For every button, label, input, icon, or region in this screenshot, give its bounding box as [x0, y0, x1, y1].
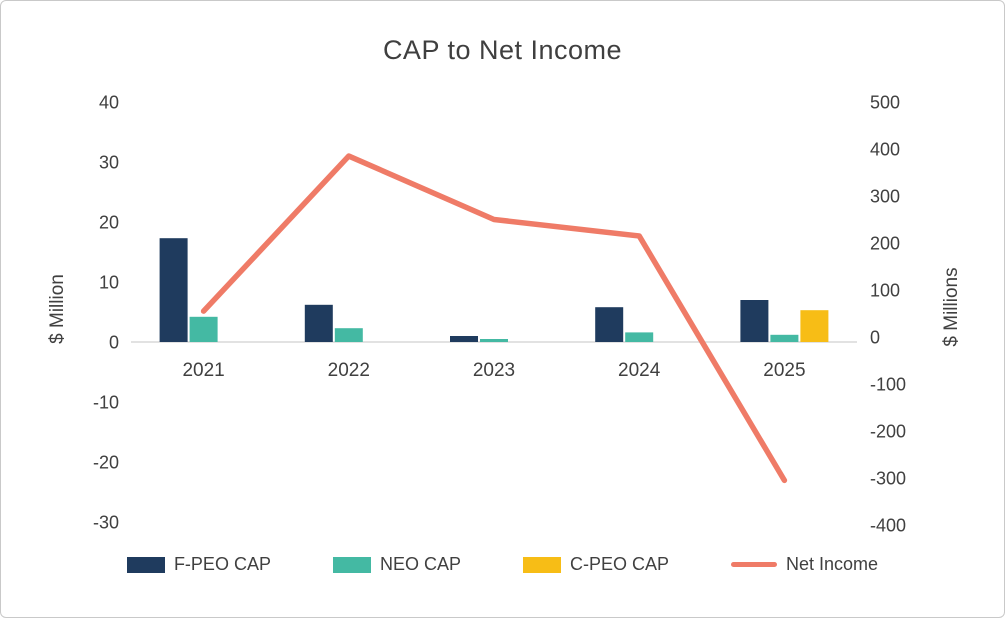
left-axis-tick-label: 20: [99, 212, 119, 232]
left-axis-tick-label: 30: [99, 152, 119, 172]
right-axis-tick-label: 500: [870, 92, 900, 112]
right-axis-tick-label: -400: [870, 515, 906, 535]
x-axis-category-label: 2023: [473, 360, 515, 381]
legend-item-net-income: Net Income: [731, 554, 878, 575]
cpeo-cap-swatch: [522, 556, 561, 573]
legend-item-neo-cap: NEO CAP: [332, 554, 461, 575]
bar-neo-cap: [189, 316, 218, 342]
right-axis-tick-label: 200: [870, 233, 900, 253]
x-axis-category-label: 2024: [618, 360, 661, 381]
right-axis-tick-label: 0: [870, 327, 880, 347]
right-axis-tick-label: 300: [870, 186, 900, 206]
chart-title: CAP to Net Income: [382, 35, 623, 65]
left-axis-title: $ Million: [47, 274, 68, 344]
bar-f-peo-cap: [450, 336, 478, 342]
bar-c-peo-cap: [800, 310, 829, 342]
fpeo-cap-swatch: [126, 556, 165, 573]
x-axis-category-label: 2021: [182, 360, 224, 381]
right-axis-tick-label: -300: [870, 468, 906, 488]
legend-label: Net Income: [786, 554, 879, 574]
bar-f-peo-cap: [159, 238, 188, 342]
net-income-line-swatch: [731, 562, 778, 567]
right-axis-tick-label: -200: [870, 421, 906, 441]
right-axis-tick-label: 100: [870, 280, 900, 300]
left-axis-tick-label: -20: [93, 452, 119, 472]
bar-neo-cap: [334, 328, 363, 342]
right-axis-tick-label: 400: [870, 139, 900, 159]
legend-label: NEO CAP: [379, 554, 461, 574]
bar-f-peo-cap: [304, 304, 333, 342]
bar-neo-cap: [770, 334, 799, 342]
left-axis-tick-label: 40: [99, 92, 119, 112]
x-axis-category-label: 2025: [763, 360, 805, 381]
left-axis-tick-label: 0: [109, 332, 119, 352]
left-axis-tick-label: -10: [93, 392, 119, 412]
bar-neo-cap: [480, 339, 508, 342]
bar-neo-cap: [625, 332, 654, 342]
legend-label: F-PEO CAP: [173, 554, 271, 574]
bar-f-peo-cap: [595, 307, 624, 342]
right-axis-title: $ Millions: [941, 267, 962, 347]
net-income-line: [200, 153, 788, 484]
left-axis-tick-label: 10: [99, 272, 119, 292]
left-axis-tick-label: -30: [93, 512, 119, 532]
right-axis-tick-label: -100: [870, 374, 906, 394]
bar-f-peo-cap: [740, 300, 769, 342]
legend-item-cpeo-cap: C-PEO CAP: [522, 554, 670, 575]
legend: F-PEO CAP NEO CAP C-PEO CAP Net Income: [1, 554, 1004, 575]
legend-label: C-PEO CAP: [569, 554, 670, 574]
neo-cap-swatch: [332, 556, 371, 573]
x-axis-category-label: 2022: [328, 360, 370, 381]
legend-item-fpeo-cap: F-PEO CAP: [126, 554, 271, 575]
